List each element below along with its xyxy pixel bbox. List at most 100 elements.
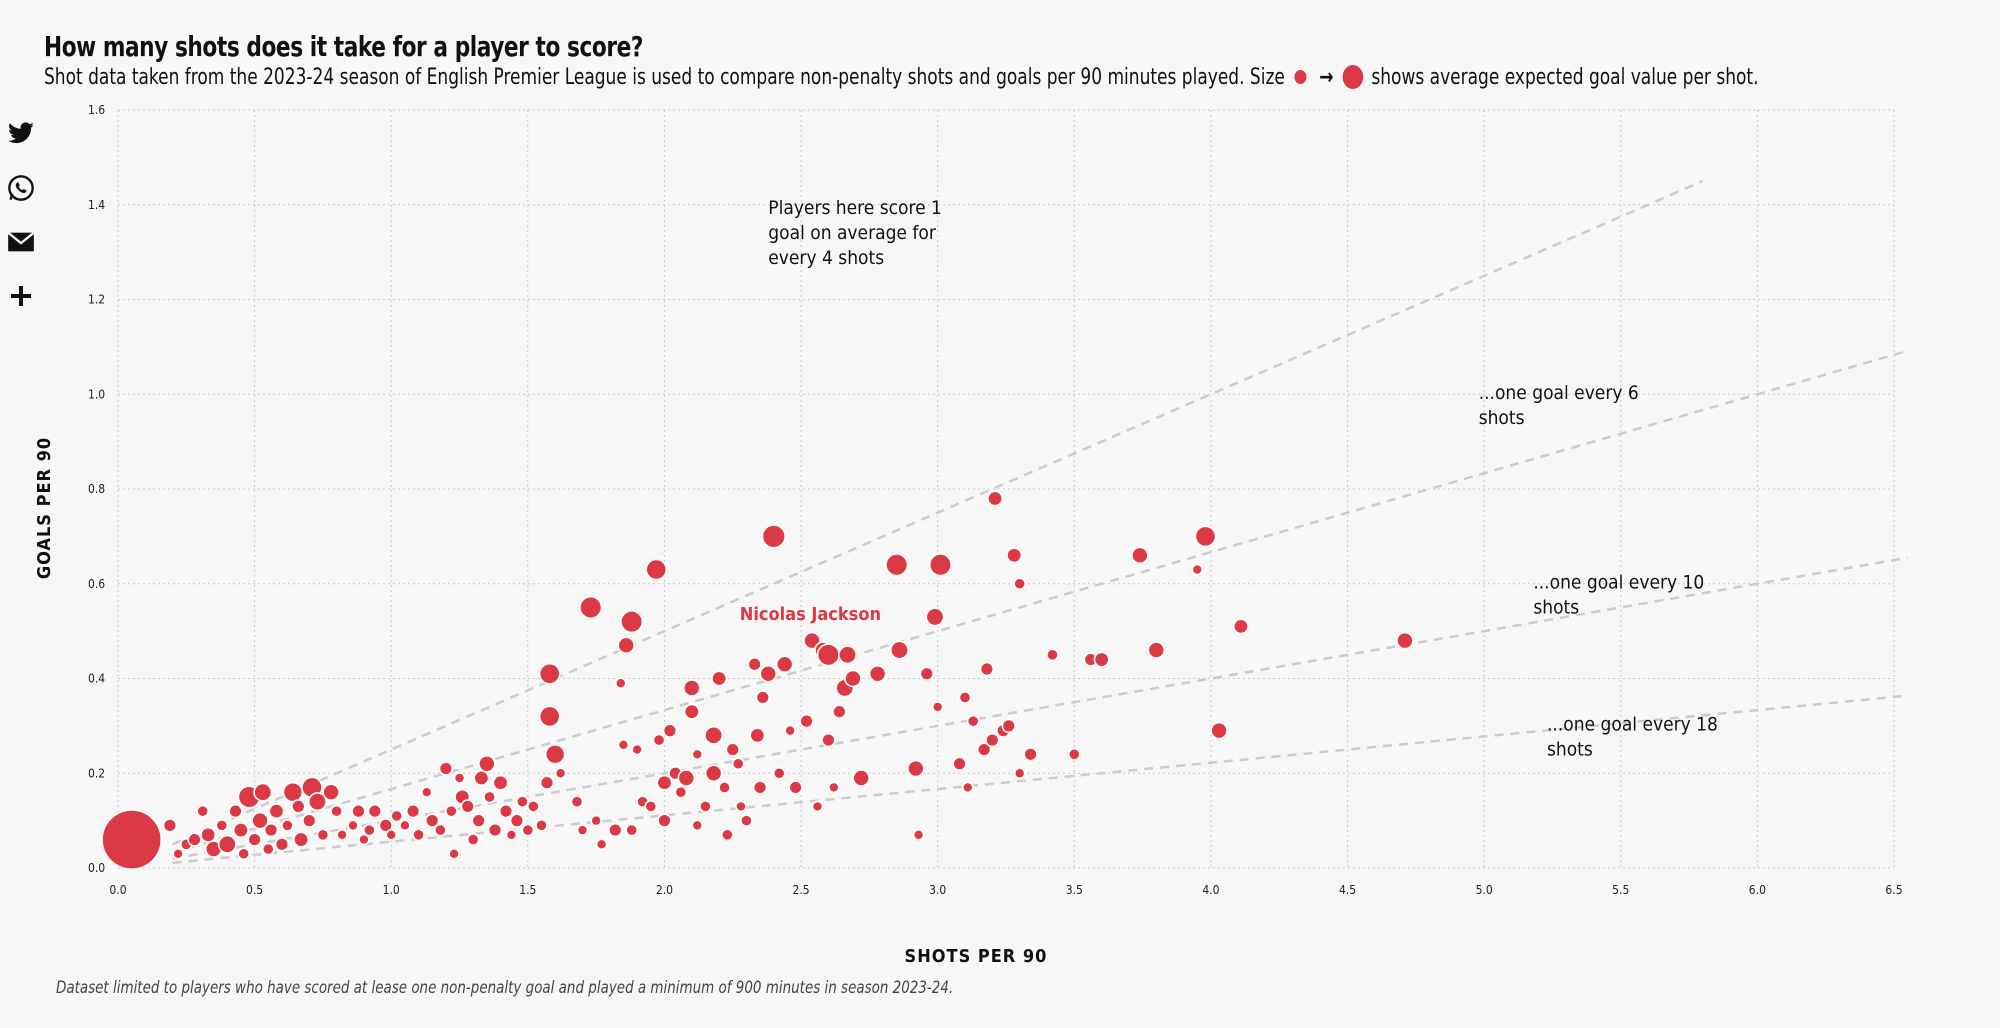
data-point [251, 811, 269, 830]
annotation-line: ...one goal every 6 [1479, 382, 1639, 404]
data-point [538, 662, 561, 685]
data-point [336, 829, 348, 841]
data-point [656, 774, 673, 791]
data-point [1013, 767, 1026, 780]
data-point [958, 691, 972, 704]
data-point [570, 795, 584, 809]
data-point [1013, 577, 1027, 591]
data-point [367, 803, 383, 819]
x-tick-label: 3.5 [1066, 883, 1083, 897]
data-point [718, 781, 731, 794]
data-point [731, 757, 745, 771]
data-point [274, 837, 290, 852]
y-tick-label: 0.6 [88, 577, 105, 591]
data-point [761, 524, 786, 549]
data-point [412, 828, 425, 842]
data-point [293, 831, 310, 848]
data-point [912, 829, 925, 841]
twitter-icon[interactable] [6, 120, 36, 148]
data-point [1001, 718, 1016, 734]
data-point [247, 832, 262, 847]
x-tick-label: 5.5 [1612, 883, 1629, 897]
data-point [399, 819, 411, 832]
data-point [362, 823, 376, 837]
annotation-line: ...one goal every 10 [1533, 571, 1704, 593]
data-point [1093, 651, 1110, 668]
data-point [852, 769, 870, 787]
data-point [691, 819, 704, 832]
data-point [1006, 547, 1023, 564]
data-point [521, 823, 535, 837]
data-point [788, 780, 803, 795]
data-point [907, 759, 925, 778]
data-point [478, 754, 496, 773]
y-tick-label: 1.6 [88, 103, 105, 117]
data-point [487, 822, 503, 838]
annotations: Players here score 1 goal on average for e… [768, 197, 1718, 760]
plus-icon[interactable] [6, 282, 36, 310]
data-point [483, 790, 496, 804]
y-tick-label: 1.0 [88, 387, 105, 401]
data-point [844, 669, 862, 688]
annotation-line: shots [1547, 739, 1593, 761]
x-tick-label: 1.0 [383, 883, 400, 897]
data-point [526, 800, 540, 813]
data-point [385, 829, 398, 841]
reference-lines [172, 179, 1909, 864]
data-point [1147, 641, 1166, 659]
data-point [420, 786, 433, 799]
size-legend-large-dot [1342, 64, 1365, 90]
data-point [608, 822, 623, 838]
whatsapp-icon[interactable] [6, 174, 36, 202]
data-point [652, 733, 666, 747]
chart-title: How many shots does it take for a player… [44, 30, 644, 63]
data-point [492, 774, 509, 791]
size-legend-arrow: → [1319, 64, 1334, 90]
data-point [162, 818, 178, 833]
data-point [677, 769, 696, 787]
annotation-line: shots [1533, 596, 1579, 618]
data-point [691, 748, 704, 761]
data-point [473, 769, 490, 786]
data-point [784, 724, 796, 737]
data-point [645, 558, 668, 581]
data-point [720, 828, 734, 842]
data-point [405, 803, 421, 819]
data-point [444, 804, 458, 818]
data-point [662, 723, 678, 738]
data-point [699, 800, 712, 813]
y-tick-label: 0.2 [88, 766, 105, 780]
data-point [631, 743, 643, 756]
y-tick-label: 1.2 [88, 293, 105, 307]
data-point [228, 803, 243, 819]
chart-subtitle: Shot data taken from the 2023-24 season … [44, 64, 1758, 90]
data-point [281, 818, 294, 832]
data-point [515, 795, 529, 809]
data-point [725, 742, 740, 757]
data-point [976, 742, 992, 757]
data-point [683, 703, 700, 720]
y-tick-label: 0.0 [88, 861, 105, 875]
data-point [704, 725, 724, 745]
data-point [816, 643, 841, 667]
reference-line-1-in-18 [172, 694, 1908, 864]
annotation: ...one goal every 10 shots [1533, 571, 1704, 618]
data-point [425, 813, 440, 828]
x-tick-label: 6.0 [1749, 883, 1766, 897]
data-point [434, 823, 447, 837]
data-point [544, 743, 566, 765]
data-point [614, 677, 627, 690]
data-point [889, 640, 909, 660]
share-bar [6, 120, 36, 310]
data-point [1191, 563, 1204, 576]
data-point [351, 803, 366, 819]
email-icon[interactable] [6, 228, 36, 256]
data-point [498, 803, 514, 819]
data-point [620, 610, 644, 634]
data-point [775, 655, 794, 674]
data-points [101, 490, 1414, 870]
data-point [200, 826, 217, 843]
data-point [554, 767, 567, 780]
data-point [885, 553, 909, 577]
data-point [747, 657, 762, 672]
